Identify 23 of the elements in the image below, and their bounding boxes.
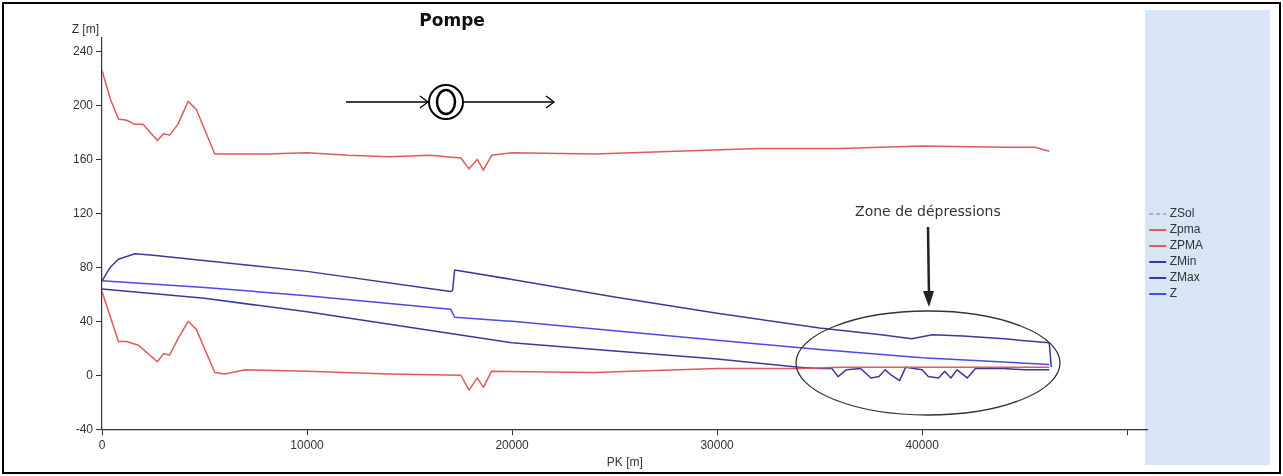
x-tick-label: 40000 [905, 437, 940, 452]
legend-label: ZPMA [1169, 238, 1204, 253]
y-tick-label: 0 [86, 367, 94, 382]
x-axis-title: PK [m] [606, 455, 643, 470]
x-tick-label: 30000 [700, 437, 735, 452]
y-axis-title: Z [m] [71, 22, 100, 37]
text: Pompe [419, 10, 485, 30]
legend-label: ZMin [1169, 254, 1197, 269]
legend-label: ZSol [1169, 206, 1195, 221]
legend-label: Zpma [1169, 222, 1201, 237]
y-tick-label: 120 [72, 205, 94, 220]
x-tick-label: 10000 [290, 437, 325, 452]
legend-label: ZMax [1169, 270, 1200, 285]
y-tick-label: 160 [72, 151, 94, 166]
y-tick-label: 240 [72, 43, 94, 58]
annotation: Zone de dépressions [855, 202, 1001, 219]
x-tick-label: 0 [98, 437, 106, 452]
legend-label: Z [1169, 286, 1178, 301]
y-tick-label: 80 [79, 259, 94, 274]
y-tick-label: 200 [72, 97, 94, 112]
x-tick-label: 20000 [495, 437, 530, 452]
y-tick-label: 40 [79, 313, 94, 328]
y-tick-label: -40 [75, 421, 94, 436]
